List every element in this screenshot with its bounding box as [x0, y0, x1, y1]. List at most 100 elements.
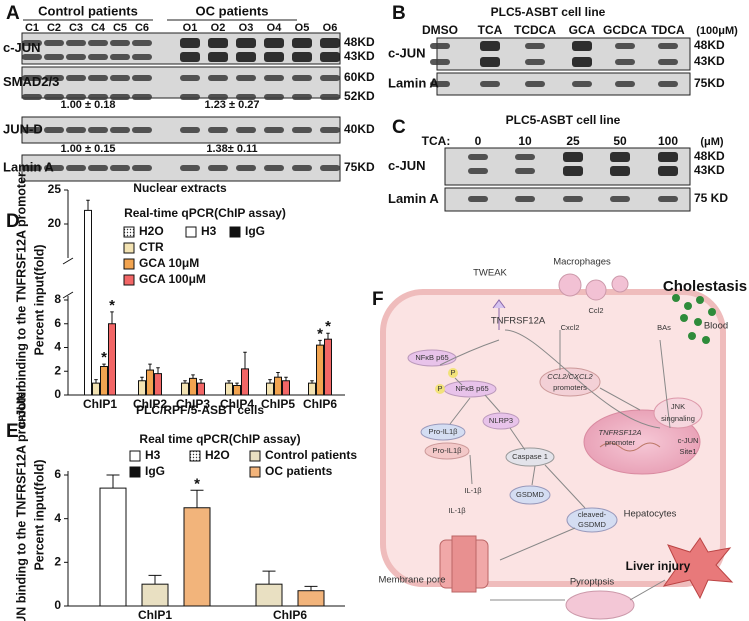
bar: [282, 380, 290, 396]
hepatocyte: [380, 289, 726, 587]
band: [292, 165, 312, 171]
bar: [324, 338, 332, 396]
band: [180, 52, 200, 62]
error-bar: [94, 379, 98, 384]
size-label: 43KD: [344, 49, 375, 63]
bar: [233, 385, 241, 396]
legend-swatch: [185, 226, 197, 238]
band: [615, 81, 635, 87]
bile-acids: [672, 294, 716, 344]
quant-label: 1.38± 0.11: [206, 143, 257, 155]
y-axis-title: c-JUN binding to the TNFRSF12A promoter: [14, 387, 28, 621]
band: [658, 81, 678, 87]
diagram-label: TNFRSF12A: [491, 316, 546, 327]
size-label: 43KD: [694, 54, 725, 68]
diagram-label: promoters: [553, 383, 587, 392]
band: [44, 54, 64, 60]
lane-label: 0: [475, 134, 482, 148]
error-bar: [235, 382, 239, 386]
x-tick-label: ChIP1: [138, 608, 172, 621]
size-label: 48KD: [694, 38, 725, 52]
group-label: Control patients: [38, 3, 138, 18]
bar: [154, 373, 162, 396]
y-tick-label: 4: [54, 511, 61, 525]
phospho: [448, 368, 458, 378]
lane-label: DMSO: [422, 23, 458, 37]
error-bar: [140, 376, 144, 381]
size-label: 40KD: [344, 122, 375, 136]
lane-label: GCA: [569, 23, 596, 37]
legend-swatch: [249, 450, 261, 462]
legend-swatch: [123, 274, 135, 286]
lane-label: O1: [183, 22, 198, 34]
significance: *: [194, 475, 200, 492]
band: [110, 54, 130, 60]
size-label: 75KD: [694, 76, 725, 90]
bar: [100, 366, 108, 396]
band: [66, 75, 86, 81]
band: [430, 59, 450, 65]
injury-star: [662, 537, 734, 600]
legend-swatch: [123, 242, 135, 254]
diagram-label: BAs: [657, 323, 671, 332]
diagram-label: Liver injury: [626, 559, 691, 573]
size-label: 48KD: [694, 149, 725, 163]
lane-label: TCA: [478, 23, 503, 37]
band: [132, 165, 152, 171]
diagram-label: P: [450, 368, 455, 377]
band: [132, 127, 152, 133]
diagram-label: Blood: [704, 321, 728, 332]
error-bar: [102, 363, 106, 367]
legend-swatch: [189, 450, 201, 462]
band: [480, 81, 500, 87]
band: [292, 94, 312, 100]
x-tick-label: ChIP6: [303, 397, 337, 411]
error-bar: [148, 363, 152, 371]
diagram-label: Caspase 1: [512, 452, 548, 461]
cell-diagram: [380, 273, 734, 620]
band: [264, 52, 284, 62]
band: [610, 166, 630, 176]
significance: *: [101, 349, 107, 366]
band: [236, 38, 256, 48]
bar: [241, 368, 249, 396]
protein-label: JUN-D: [3, 121, 43, 136]
band: [180, 38, 200, 48]
y-tick-label: 2: [54, 363, 61, 377]
error-bar: [262, 570, 276, 585]
band: [88, 127, 108, 133]
legend-label: H3: [145, 448, 161, 462]
bar: [92, 382, 100, 396]
error-bar: [304, 585, 318, 591]
bar: [316, 344, 324, 396]
band: [22, 165, 42, 171]
band: [563, 196, 583, 202]
legend-label: H3: [201, 224, 217, 238]
lane-label: 25: [566, 134, 580, 148]
band: [88, 165, 108, 171]
band: [320, 38, 340, 48]
error-bar: [199, 379, 203, 384]
y-tick-label: 4: [54, 340, 61, 354]
band: [22, 75, 42, 81]
band: [208, 127, 228, 133]
pyroptotic-cell: [565, 590, 635, 620]
significance: *: [325, 318, 331, 335]
lane-label: O2: [211, 22, 226, 34]
band: [264, 94, 284, 100]
diagram-label: Site1: [679, 447, 696, 456]
band: [110, 127, 130, 133]
band: [515, 196, 535, 202]
band: [208, 94, 228, 100]
bar: [189, 377, 197, 396]
x-tick-label: ChIP3: [176, 397, 210, 411]
panel-label: C: [392, 117, 406, 138]
bar: [308, 382, 316, 396]
y-tick-label: 0: [54, 387, 61, 401]
lane-label: C4: [91, 22, 106, 34]
error-bar: [183, 380, 187, 384]
band: [44, 94, 64, 100]
error-bar: [227, 380, 231, 384]
diagram-label: Pyroptpsis: [570, 577, 615, 588]
